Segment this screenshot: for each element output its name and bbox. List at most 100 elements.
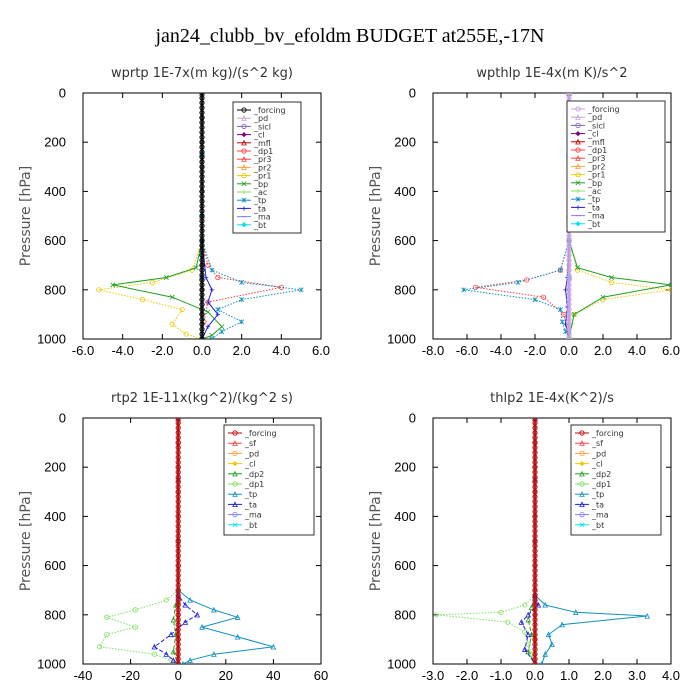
- x-tick-label: 4.0: [628, 343, 646, 358]
- data-point: [199, 326, 205, 332]
- data-point: [110, 282, 116, 288]
- legend-marker: [241, 148, 247, 154]
- legend-marker: [575, 122, 581, 129]
- legend-marker: [241, 107, 247, 113]
- data-point: [532, 430, 538, 436]
- data-point: [175, 617, 181, 623]
- data-point: [199, 174, 205, 180]
- data-point: [175, 513, 181, 520]
- data-point: [199, 301, 205, 308]
- data-point: [175, 572, 181, 579]
- x-tick-label: 40: [266, 668, 280, 683]
- data-point: [215, 306, 221, 312]
- data-point: [532, 499, 538, 505]
- data-point: [566, 287, 572, 293]
- data-point: [566, 292, 572, 298]
- data-point: [532, 449, 538, 456]
- data-point: [566, 331, 572, 337]
- data-point: [566, 262, 572, 268]
- data-point: [175, 553, 181, 559]
- data-point: [532, 602, 538, 608]
- legend-entry: _cl: [253, 131, 265, 140]
- data-point: [532, 508, 538, 515]
- data-point: [644, 612, 651, 619]
- data-point: [175, 562, 181, 569]
- x-tick-label: 6.0: [662, 343, 680, 358]
- data-point: [199, 203, 205, 209]
- series-line: [463, 93, 570, 339]
- data-point: [532, 612, 538, 618]
- data-point: [472, 284, 479, 290]
- x-tick-label: -20: [121, 668, 140, 683]
- legend-entry: _bt: [591, 521, 604, 530]
- data-point: [205, 324, 211, 329]
- data-point: [199, 267, 205, 273]
- y-tick-label: 200: [394, 135, 416, 150]
- data-point: [608, 279, 615, 286]
- data-point: [175, 612, 181, 618]
- legend-entry: _tp: [244, 490, 257, 499]
- data-point: [532, 626, 538, 633]
- y-tick-label: 1000: [37, 657, 66, 672]
- x-tick-label: -4.0: [111, 343, 133, 358]
- data-point: [239, 279, 245, 285]
- data-point: [559, 319, 565, 325]
- data-point: [532, 592, 538, 598]
- data-point: [175, 449, 181, 456]
- y-tick-label: 0: [59, 411, 66, 426]
- legend-marker: [575, 188, 581, 194]
- data-point: [175, 425, 181, 431]
- data-point: [532, 661, 538, 664]
- data-point: [175, 646, 181, 652]
- data-point: [199, 129, 205, 135]
- legend-entry: _cl: [587, 130, 599, 139]
- legend-marker: [575, 130, 581, 137]
- data-point: [532, 538, 538, 544]
- y-tick-label: 800: [394, 607, 416, 622]
- data-point: [175, 622, 181, 628]
- x-tick-label: -6.0: [456, 343, 478, 358]
- chart-panel-4: thlp2 1E-4x(K^2)/s Pressure [hPa] -3.0 -2.0…: [368, 391, 680, 683]
- data-point: [542, 651, 549, 657]
- series-line: [201, 93, 302, 339]
- data-point: [175, 636, 181, 643]
- y-tick-label: 0: [409, 411, 416, 426]
- plot-frame: [432, 92, 672, 340]
- data-point: [566, 282, 572, 288]
- data-point: [532, 518, 538, 524]
- data-point: [566, 306, 572, 313]
- data-point: [199, 306, 205, 313]
- y-axis-label: Pressure [hPa]: [368, 491, 384, 591]
- legend-marker: [575, 106, 581, 112]
- legend-entry: _sicl: [587, 121, 605, 130]
- data-point: [211, 606, 217, 613]
- data-point: [199, 233, 205, 239]
- data-point: [298, 287, 304, 293]
- data-point: [532, 469, 538, 475]
- data-point: [219, 329, 225, 335]
- data-point: [523, 277, 530, 283]
- y-tick-label: 600: [44, 558, 66, 573]
- data-point: [187, 596, 193, 603]
- legend-marker: [579, 511, 585, 518]
- data-point: [199, 311, 205, 317]
- data-point: [199, 238, 205, 244]
- x-tick-label: 4.0: [662, 668, 680, 683]
- data-point: [545, 631, 552, 638]
- y-tick-label: 600: [394, 558, 416, 573]
- figure-title: jan24_clubb_bv_efoldm BUDGET at255E,-17N: [154, 25, 544, 47]
- y-tick-label: 200: [394, 460, 416, 475]
- data-point: [199, 624, 205, 630]
- legend-entry: _pd: [253, 114, 268, 123]
- data-point: [571, 311, 577, 317]
- data-point: [199, 242, 205, 249]
- panels: wprtp 1E-7x(m kg)/(s^2 kg) Pressure [hPa]…: [18, 66, 680, 683]
- data-point: [532, 489, 538, 495]
- plot-frame: [432, 417, 672, 665]
- data-point: [566, 316, 572, 322]
- data-point: [532, 567, 538, 574]
- legend-marker: [575, 138, 581, 145]
- legend-marker: [579, 430, 585, 436]
- data-point: [175, 518, 181, 524]
